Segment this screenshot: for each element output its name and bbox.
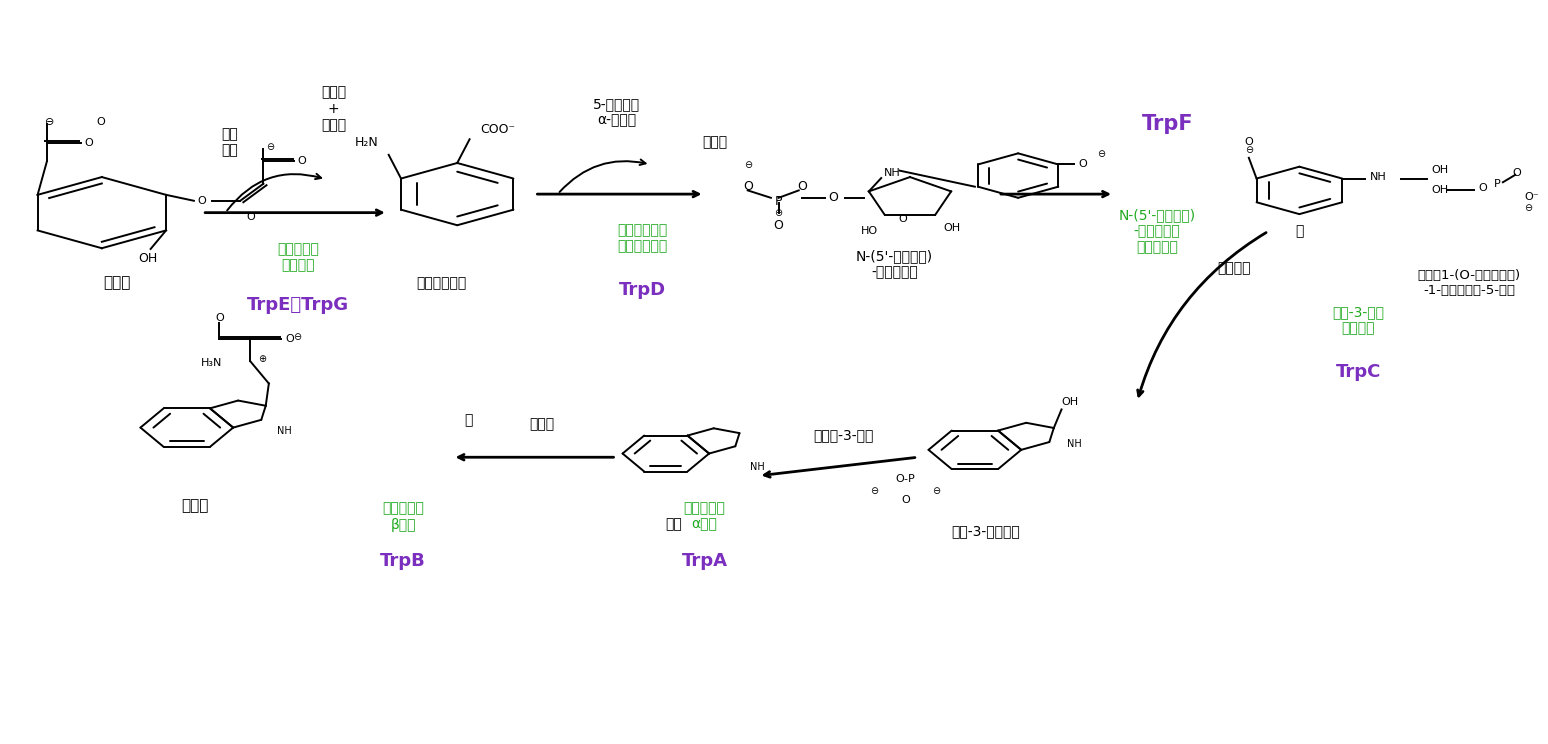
Text: 水: 水 — [464, 413, 472, 427]
Text: O⁻: O⁻ — [1525, 192, 1539, 202]
Text: O: O — [774, 219, 783, 231]
Text: TrpB: TrpB — [381, 552, 426, 570]
Text: O: O — [797, 180, 807, 193]
Text: 甘油醛-3-磷酸: 甘油醛-3-磷酸 — [813, 428, 873, 442]
Text: O: O — [286, 334, 294, 344]
Text: O: O — [96, 118, 105, 127]
Text: O-P: O-P — [895, 475, 915, 484]
Text: TrpD: TrpD — [619, 281, 666, 300]
Text: P: P — [776, 195, 782, 208]
Text: NH: NH — [277, 426, 291, 436]
Text: NH: NH — [884, 168, 901, 178]
Text: OH: OH — [943, 223, 960, 233]
Text: TrpA: TrpA — [681, 552, 728, 570]
Text: NH: NH — [1370, 172, 1387, 182]
Text: O: O — [898, 214, 907, 223]
Text: O: O — [1512, 167, 1522, 178]
Text: O: O — [297, 156, 307, 167]
Text: 色氨酸: 色氨酸 — [181, 498, 209, 513]
Text: 谷氨酸
+
丙酮酸: 谷氨酸 + 丙酮酸 — [320, 86, 347, 132]
Text: NH: NH — [749, 462, 765, 472]
Text: 吲哚-3-甘油
磷酸合酶: 吲哚-3-甘油 磷酸合酶 — [1333, 305, 1384, 336]
Text: H₃N: H₃N — [201, 358, 223, 368]
Text: ⊖: ⊖ — [743, 160, 752, 170]
Text: ⊖: ⊖ — [774, 208, 783, 218]
Text: 氨基苯甲酸磷
酸核糖转移酶: 氨基苯甲酸磷 酸核糖转移酶 — [618, 223, 667, 254]
Text: HO: HO — [861, 226, 878, 236]
Text: COO⁻: COO⁻ — [480, 123, 515, 136]
Text: TrpC: TrpC — [1336, 363, 1381, 381]
Text: ⊖: ⊖ — [932, 486, 940, 496]
Text: ⊖: ⊖ — [1245, 144, 1252, 155]
Text: O: O — [1478, 183, 1488, 193]
Text: ⊖: ⊖ — [266, 141, 274, 152]
Text: O: O — [828, 191, 837, 205]
Text: 邻氨基苯甲
酸合成酶: 邻氨基苯甲 酸合成酶 — [277, 242, 319, 272]
Text: ⊖: ⊖ — [1525, 203, 1533, 214]
Text: O: O — [215, 313, 224, 324]
Text: TrpE、TrpG: TrpE、TrpG — [248, 296, 350, 314]
Text: 吲哚-3-甘油磷酸: 吲哚-3-甘油磷酸 — [952, 525, 1020, 539]
Text: 焦磷酸: 焦磷酸 — [703, 135, 728, 150]
Text: O: O — [1079, 159, 1087, 170]
Text: 吲哚: 吲哚 — [666, 517, 683, 531]
Text: N-(5'-磷酸核糖)
-氨基苯甲酸
同分异构酶: N-(5'-磷酸核糖) -氨基苯甲酸 同分异构酶 — [1119, 208, 1195, 254]
Text: ⊖: ⊖ — [870, 486, 879, 496]
Text: N-(5'-磷酸核糖)
-氨基苯甲酸: N-(5'-磷酸核糖) -氨基苯甲酸 — [856, 249, 933, 280]
Text: 二氧化碳: 二氧化碳 — [1218, 261, 1251, 275]
Text: 丝氨酸: 丝氨酸 — [529, 417, 554, 431]
Text: O: O — [901, 496, 910, 505]
Text: 水: 水 — [1296, 224, 1303, 238]
Text: P: P — [1494, 179, 1500, 190]
Text: ⊖: ⊖ — [1098, 149, 1105, 159]
Text: O: O — [743, 180, 752, 193]
Text: 邻氨基苯甲酸: 邻氨基苯甲酸 — [416, 276, 467, 290]
Text: 5-核糖核酸
α-焦磷酸: 5-核糖核酸 α-焦磷酸 — [593, 97, 639, 128]
Text: ⊖: ⊖ — [294, 332, 302, 341]
Text: ⊕: ⊕ — [259, 354, 266, 364]
Text: NH: NH — [1067, 439, 1082, 449]
Text: O: O — [84, 138, 93, 148]
Text: OH: OH — [1062, 397, 1079, 407]
Text: OH: OH — [138, 252, 158, 265]
Text: TrpF: TrpF — [1142, 114, 1194, 134]
Text: O: O — [246, 212, 255, 222]
Text: O: O — [197, 196, 206, 206]
Text: 烯醇式1-(O-羧基苯氨基)
-1-脱氧核酮糖-5-磷酸: 烯醇式1-(O-羧基苯氨基) -1-脱氧核酮糖-5-磷酸 — [1418, 269, 1522, 297]
Text: 分支酸: 分支酸 — [104, 275, 132, 291]
Text: H₂N: H₂N — [354, 136, 379, 150]
Text: 谷氨
酰胺: 谷氨 酰胺 — [221, 127, 238, 157]
Text: O: O — [1245, 137, 1254, 147]
Text: 色氨酸合酶
β亚基: 色氨酸合酶 β亚基 — [382, 501, 424, 532]
Text: OH: OH — [1432, 164, 1449, 175]
Text: OH: OH — [1432, 185, 1449, 195]
Text: ⊖: ⊖ — [45, 118, 54, 127]
Text: 色氨酸合酶
α亚基: 色氨酸合酶 α亚基 — [684, 501, 726, 532]
